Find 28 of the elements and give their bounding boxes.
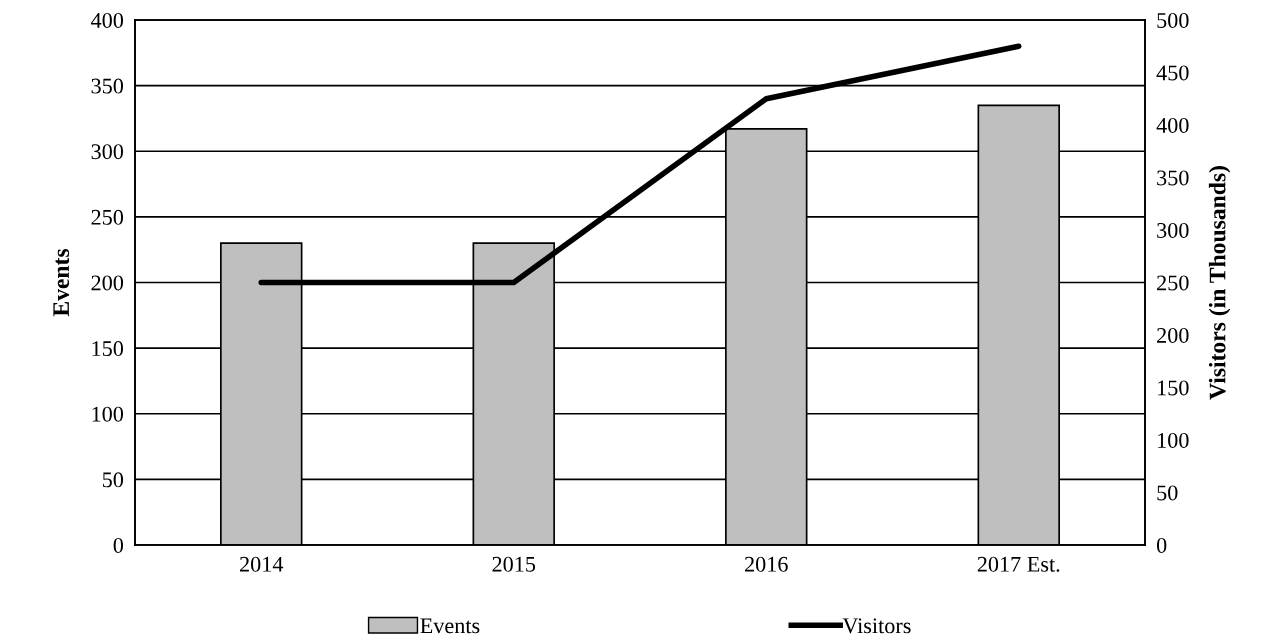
y2-tick-label: 100 — [1158, 432, 1189, 448]
y2-tick-label: 450 — [1156, 65, 1189, 81]
legend-label: Visitors — [842, 618, 911, 634]
y-tick-label: 50 — [102, 472, 124, 488]
y-tick-label: 250 — [91, 209, 124, 225]
x-tick-label: 2016 — [745, 556, 788, 572]
y-tick-label: 100 — [92, 406, 124, 422]
x-tick-label: 2015 — [492, 556, 536, 572]
y-tick-label: 350 — [91, 78, 124, 94]
y2-tick-label: 500 — [1157, 12, 1189, 28]
y-tick-label: 0 — [113, 537, 124, 553]
y2-tick-label: 300 — [1157, 222, 1189, 238]
x-tick-label: 2014 — [240, 556, 284, 572]
y2-tick-label: 200 — [1157, 327, 1189, 343]
y-axis-title: Events — [53, 248, 70, 317]
y2-tick-label: 0 — [1156, 537, 1167, 553]
y2-tick-label: 50 — [1157, 485, 1178, 501]
y-tick-label: 400 — [90, 12, 124, 28]
y2-tick-label: 250 — [1157, 275, 1189, 291]
legend-label: Events — [420, 618, 480, 634]
y2-axis-title: Visitors (in Thousands) — [1208, 166, 1231, 400]
y2-tick-label: 400 — [1156, 117, 1189, 133]
y2-tick-label: 150 — [1158, 380, 1189, 396]
x-tick-label: 2017 Est. — [977, 556, 1060, 572]
y-tick-label: 200 — [91, 275, 124, 291]
y2-tick-label: 350 — [1157, 170, 1189, 186]
y-tick-label: 300 — [91, 144, 124, 160]
y-tick-label: 150 — [92, 341, 124, 357]
